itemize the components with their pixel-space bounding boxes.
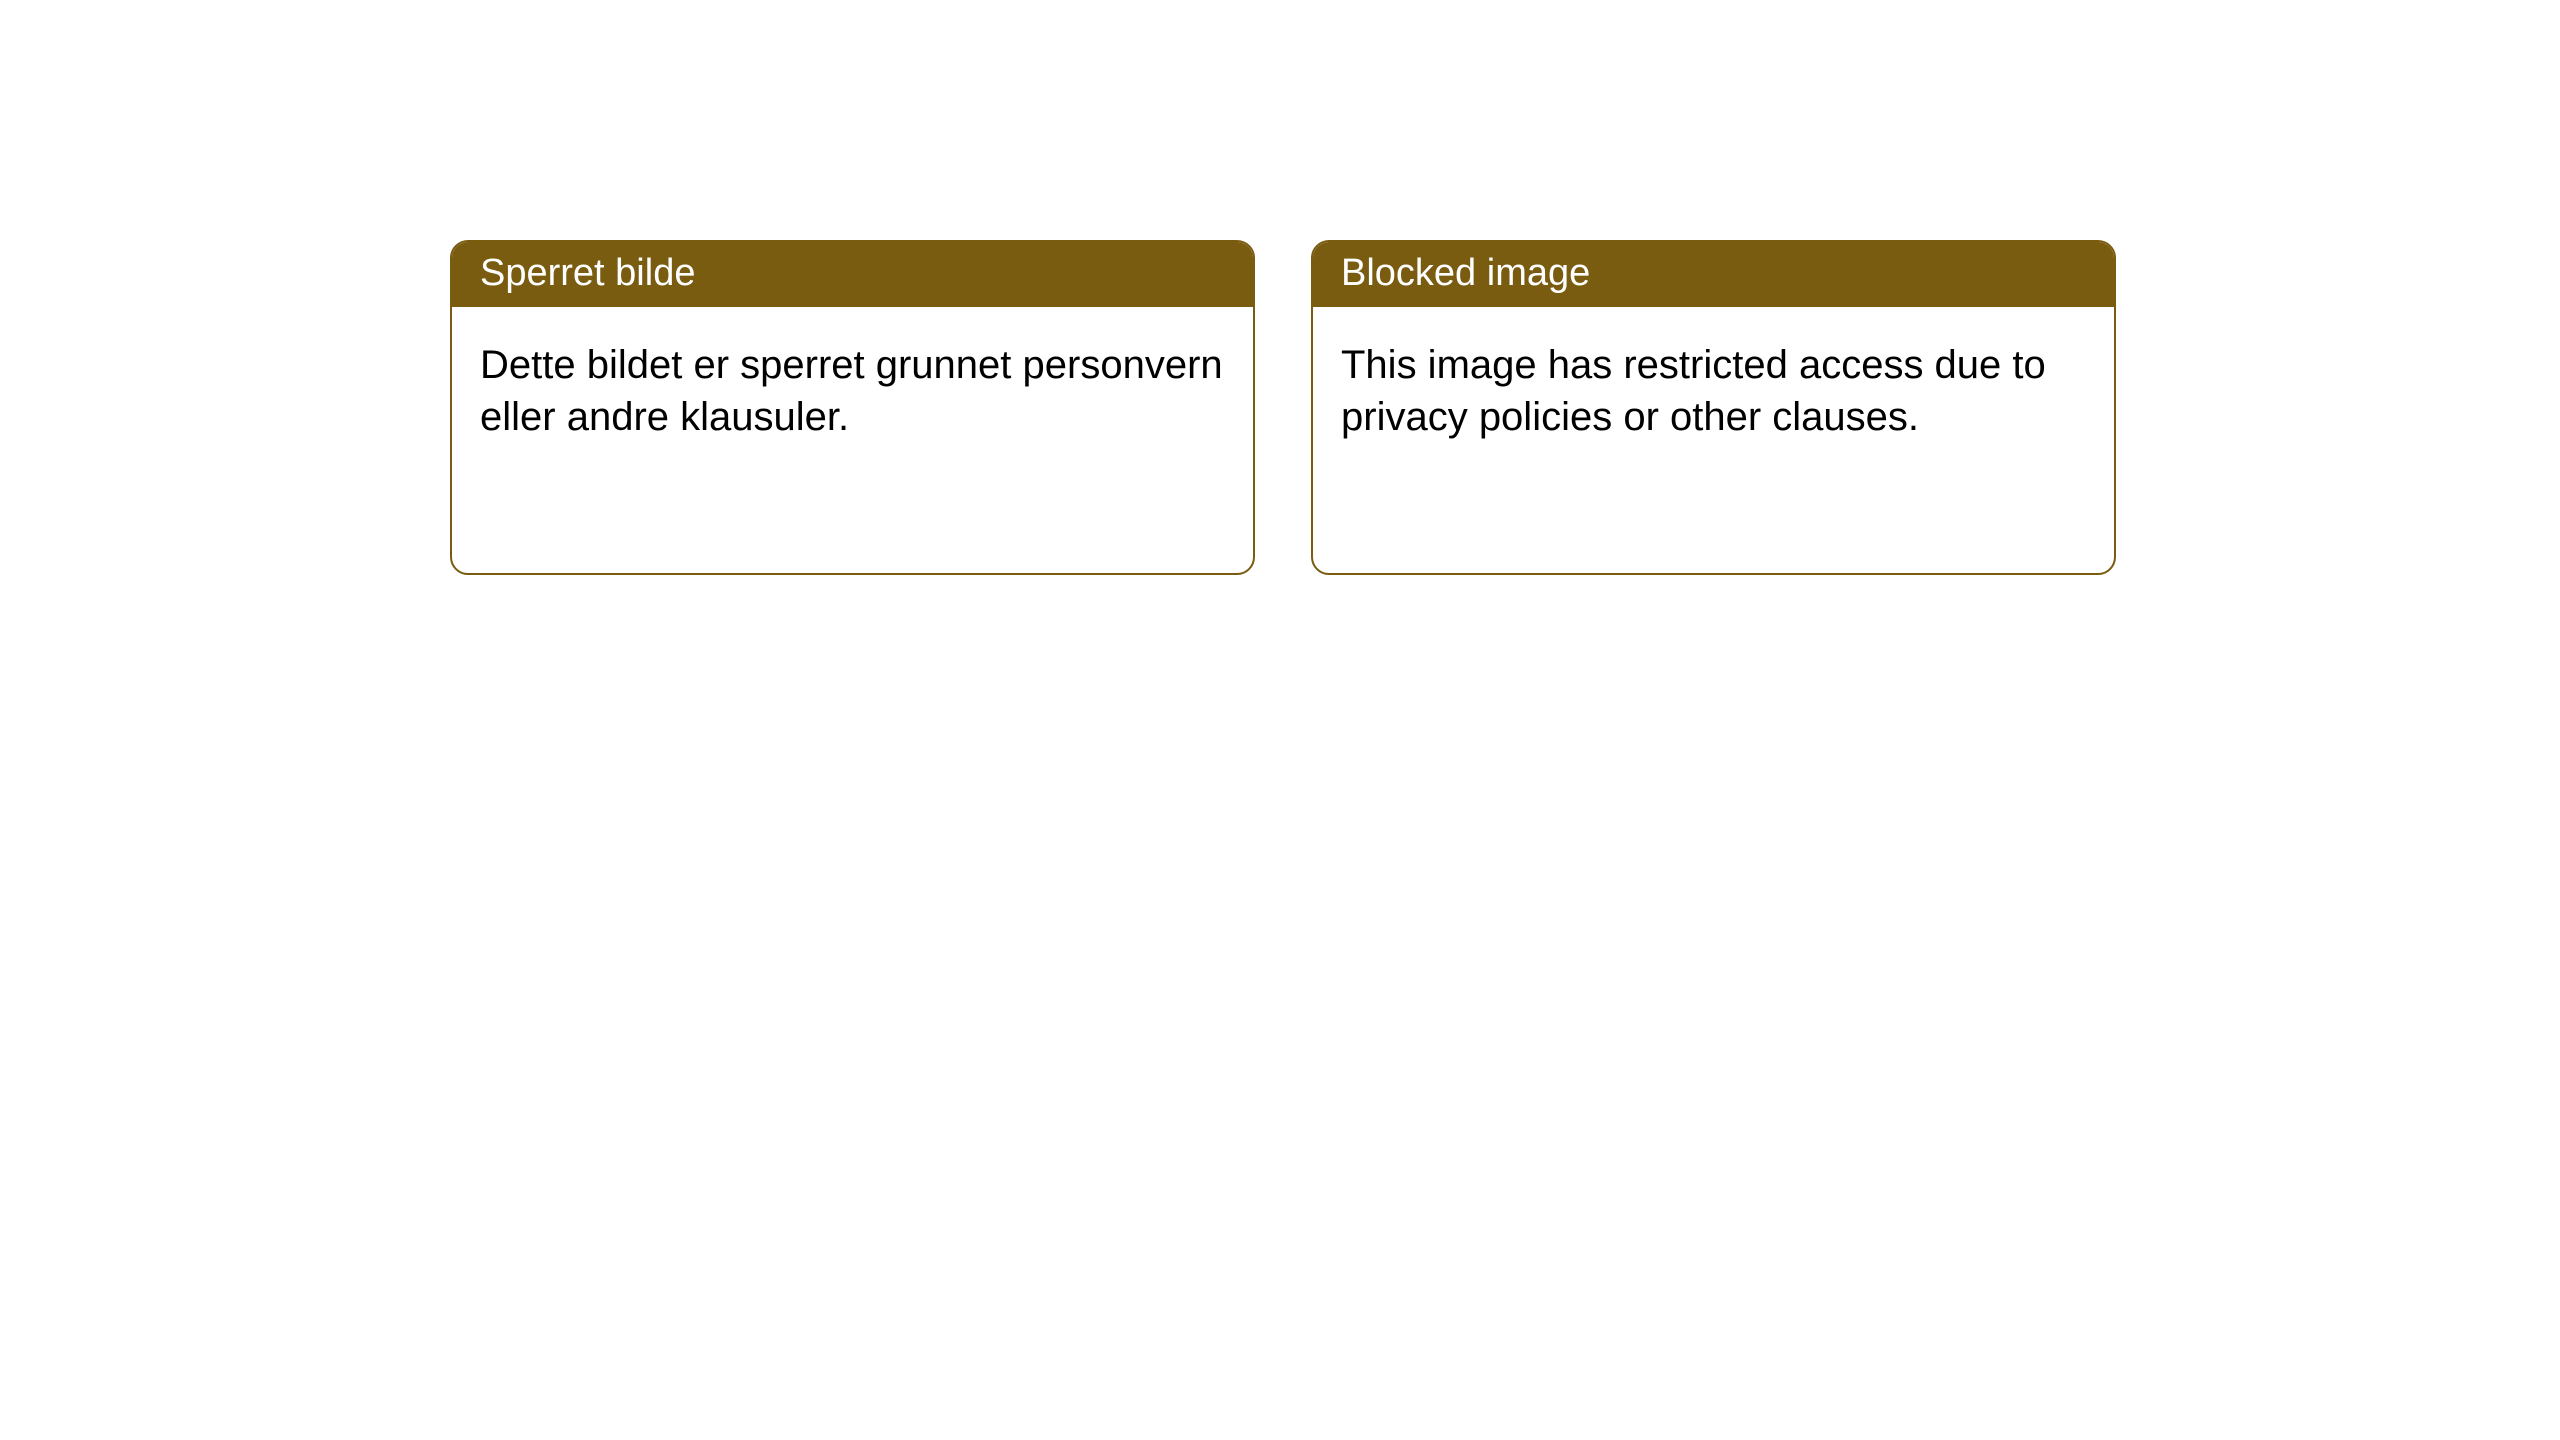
notice-title: Sperret bilde (480, 252, 695, 294)
notice-body-text: Dette bildet er sperret grunnet personve… (480, 343, 1223, 439)
notice-header: Blocked image (1313, 242, 2114, 307)
notice-header: Sperret bilde (452, 242, 1253, 307)
notice-body: Dette bildet er sperret grunnet personve… (452, 307, 1253, 475)
notice-card-english: Blocked image This image has restricted … (1311, 240, 2116, 575)
notice-title: Blocked image (1341, 252, 1590, 294)
notice-body-text: This image has restricted access due to … (1341, 343, 2046, 439)
notice-container: Sperret bilde Dette bildet er sperret gr… (0, 0, 2560, 575)
notice-body: This image has restricted access due to … (1313, 307, 2114, 475)
notice-card-norwegian: Sperret bilde Dette bildet er sperret gr… (450, 240, 1255, 575)
